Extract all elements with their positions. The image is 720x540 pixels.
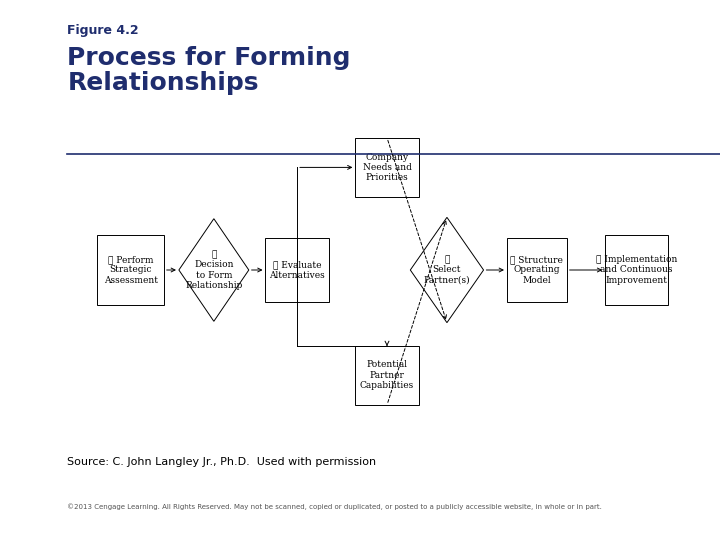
Text: ②
Decision
to Form
Relationship: ② Decision to Form Relationship bbox=[185, 250, 243, 290]
Text: Company
Needs and
Priorities: Company Needs and Priorities bbox=[363, 152, 411, 183]
Text: Potential
Partner
Capabilities: Potential Partner Capabilities bbox=[360, 360, 414, 390]
Text: ④
Select
Partner(s): ④ Select Partner(s) bbox=[423, 255, 470, 285]
FancyBboxPatch shape bbox=[356, 138, 418, 197]
FancyBboxPatch shape bbox=[507, 238, 567, 302]
Text: ⑤ Structure
Operating
Model: ⑤ Structure Operating Model bbox=[510, 255, 563, 285]
Text: ① Perform
Strategic
Assessment: ① Perform Strategic Assessment bbox=[104, 255, 158, 285]
Polygon shape bbox=[179, 219, 249, 321]
FancyBboxPatch shape bbox=[97, 235, 164, 305]
Text: ⑥ Implementation
and Continuous
Improvement: ⑥ Implementation and Continuous Improvem… bbox=[596, 255, 678, 285]
Text: ③ Evaluate
Alternatives: ③ Evaluate Alternatives bbox=[269, 260, 325, 280]
FancyBboxPatch shape bbox=[266, 238, 329, 302]
Text: Figure 4.2: Figure 4.2 bbox=[68, 24, 139, 37]
FancyBboxPatch shape bbox=[356, 346, 418, 405]
Polygon shape bbox=[410, 217, 484, 322]
Text: ©2013 Cengage Learning. All Rights Reserved. May not be scanned, copied or dupli: ©2013 Cengage Learning. All Rights Reser… bbox=[68, 504, 602, 510]
FancyBboxPatch shape bbox=[605, 235, 668, 305]
Text: Source: C. John Langley Jr., Ph.D.  Used with permission: Source: C. John Langley Jr., Ph.D. Used … bbox=[68, 457, 377, 467]
Text: Process for Forming
Relationships: Process for Forming Relationships bbox=[68, 46, 351, 95]
